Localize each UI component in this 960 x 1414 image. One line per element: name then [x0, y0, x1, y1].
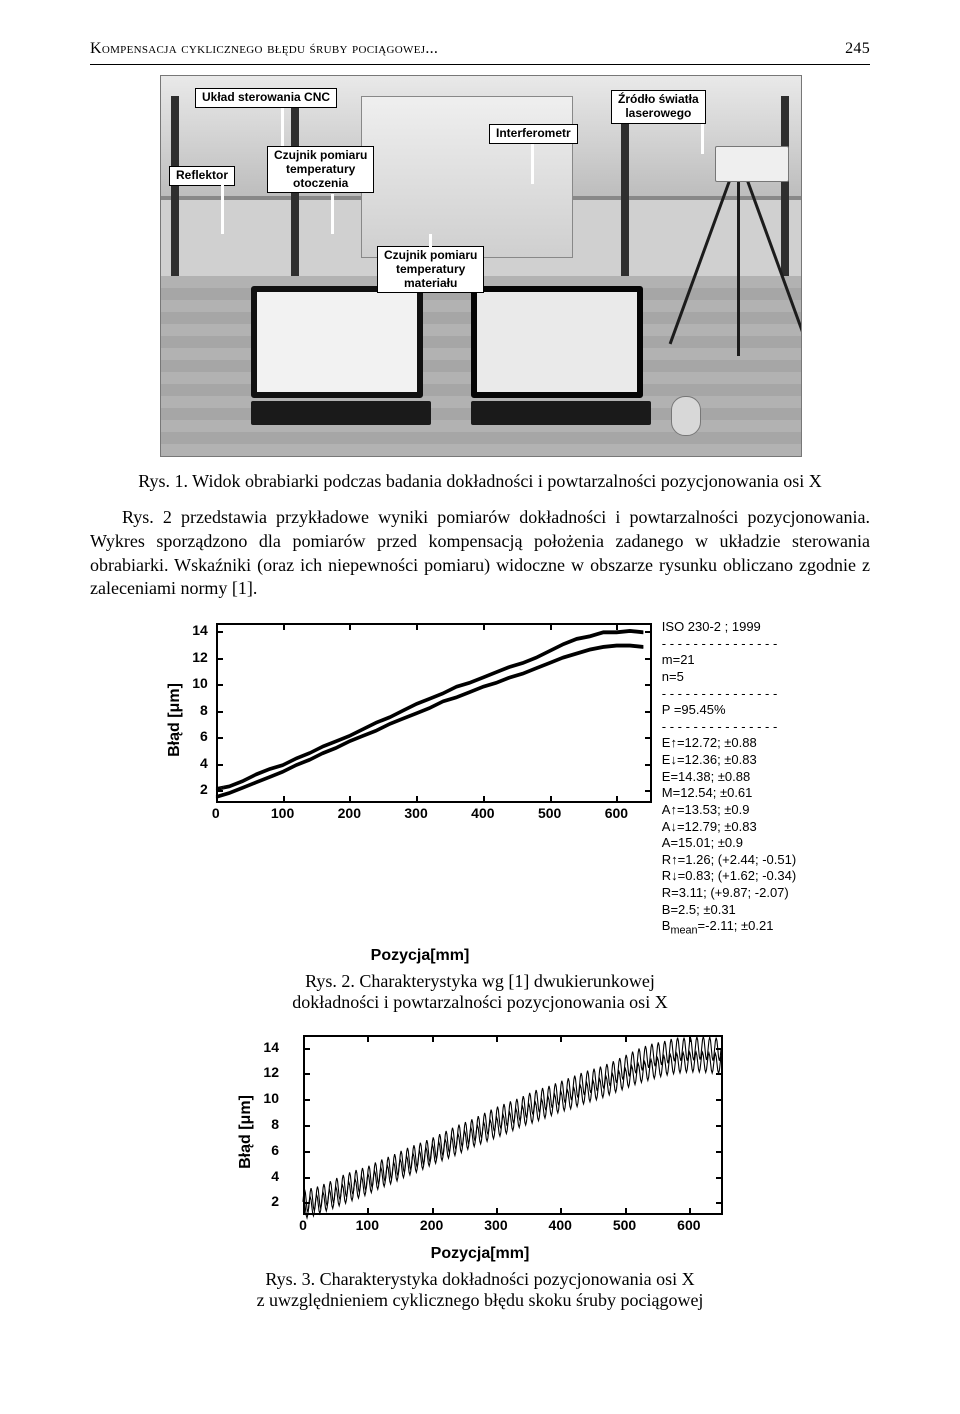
figure-2: Błąd [μm] 24681012140100200300400500600 …: [90, 615, 870, 939]
chart-3: Błąd [μm] 24681012140100200300400500600: [235, 1027, 725, 1237]
chart-2: Błąd [μm] 24681012140100200300400500600: [164, 615, 654, 825]
figure-3: Błąd [μm] 24681012140100200300400500600: [90, 1027, 870, 1237]
figure-3-caption: Rys. 3. Charakterystyka dokładności pozy…: [90, 1269, 870, 1311]
chart-2-xlabel: Pozycja[mm]: [0, 947, 870, 965]
chart-3-xlabel: Pozycja[mm]: [90, 1245, 870, 1263]
page-number: 245: [845, 40, 870, 58]
body-paragraph: Rys. 2 przedstawia przykładowe wyniki po…: [90, 506, 870, 601]
callout-laser: Źródło światła laserowego: [611, 90, 706, 124]
running-title: Kompensacja cyklicznego błędu śruby poci…: [90, 40, 438, 58]
figure-2-caption: Rys. 2. Charakterystyka wg [1] dwukierun…: [90, 971, 870, 1013]
body-paragraph-text: Rys. 2 przedstawia przykładowe wyniki po…: [90, 507, 870, 598]
callout-cnc: Układ sterowania CNC: [195, 88, 337, 108]
figure-1-image: Układ sterowania CNC Reflektor Czujnik p…: [160, 75, 802, 457]
callout-temp-env: Czujnik pomiaru temperatury otoczenia: [267, 146, 374, 193]
callout-temp-mat: Czujnik pomiaru temperatury materiału: [377, 246, 484, 293]
callout-reflector: Reflektor: [169, 166, 235, 186]
figure-1: Układ sterowania CNC Reflektor Czujnik p…: [160, 75, 800, 457]
chart-2-stats: ISO 230-2 ; 1999 - - - - - - - - - - - -…: [662, 615, 796, 939]
figure-1-caption: Rys. 1. Widok obrabiarki podczas badania…: [90, 471, 870, 492]
header-rule: [90, 64, 870, 65]
callout-interferometer: Interferometr: [489, 124, 578, 144]
